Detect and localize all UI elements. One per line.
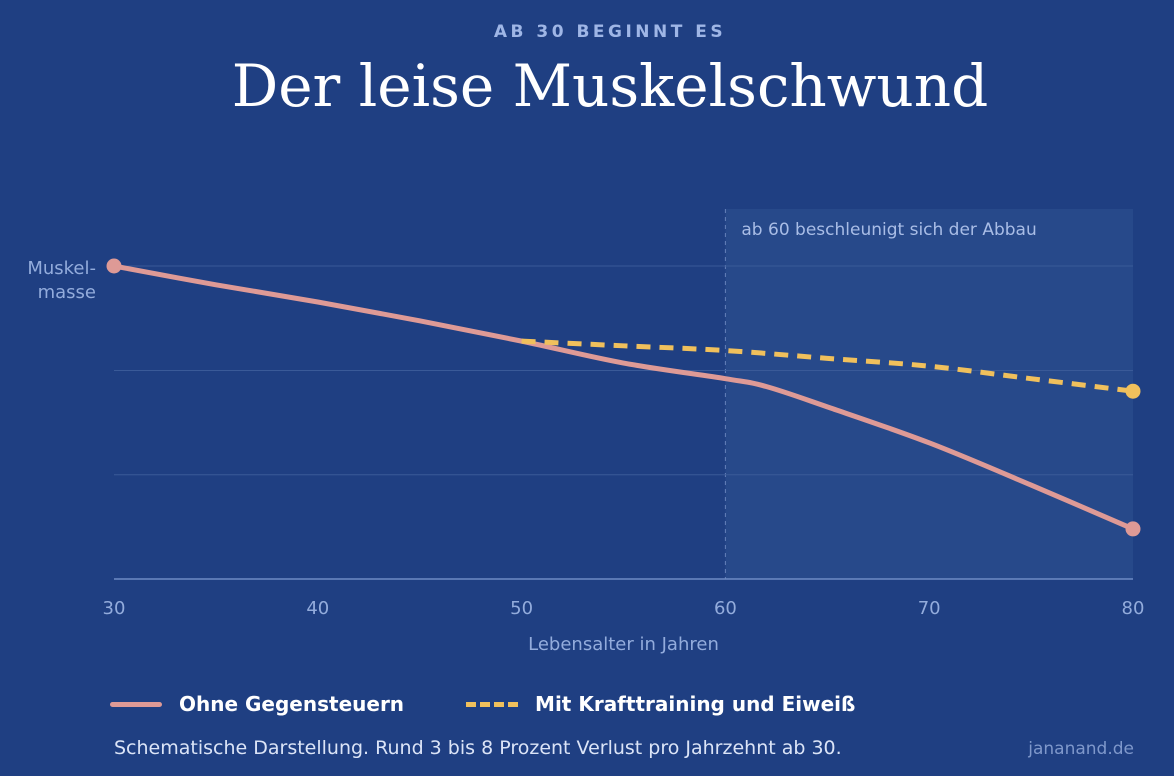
credit: jananand.de — [1028, 739, 1134, 759]
x-tick-label: 80 — [1122, 598, 1145, 619]
legend: Ohne Gegensteuern Mit Krafttraining und … — [110, 692, 855, 716]
chart-kicker: AB 30 BEGINNT ES — [493, 22, 727, 42]
x-axis-label: Lebensalter in Jahren — [528, 634, 719, 655]
data-point — [1125, 521, 1141, 537]
data-point — [1125, 383, 1141, 399]
legend-label: Mit Krafttraining und Eiweiß — [535, 692, 856, 716]
x-tick-label: 30 — [103, 598, 126, 619]
y-axis-label: Muskel- — [27, 258, 96, 279]
series-line-mit-krafttraining — [521, 338, 1134, 394]
footnote: Schematische Darstellung. Rund 3 bis 8 P… — [114, 737, 842, 759]
x-tick-label: 50 — [510, 598, 533, 619]
legend-label: Ohne Gegensteuern — [179, 692, 405, 716]
x-tick-label: 60 — [714, 598, 737, 619]
line-chart: ab 60 beschleunigt sich der Abbau 30 40 50 6… — [27, 209, 1145, 655]
legend-item-ohne-gegensteuern: Ohne Gegensteuern — [110, 692, 404, 716]
x-tick-label: 70 — [918, 598, 941, 619]
data-point — [106, 258, 122, 274]
highlight-label: ab 60 beschleunigt sich der Abbau — [741, 220, 1036, 240]
legend-swatch-solid — [110, 701, 162, 707]
chart-title: Der leise Muskelschwund — [231, 52, 989, 120]
legend-swatch-dashed — [466, 701, 519, 707]
y-axis-label: masse — [38, 282, 96, 303]
series-line-ohne-gegensteuern — [111, 263, 1136, 532]
x-tick-label: 40 — [306, 598, 329, 619]
legend-item-mit-krafttraining: Mit Krafttraining und Eiweiß — [466, 692, 855, 716]
